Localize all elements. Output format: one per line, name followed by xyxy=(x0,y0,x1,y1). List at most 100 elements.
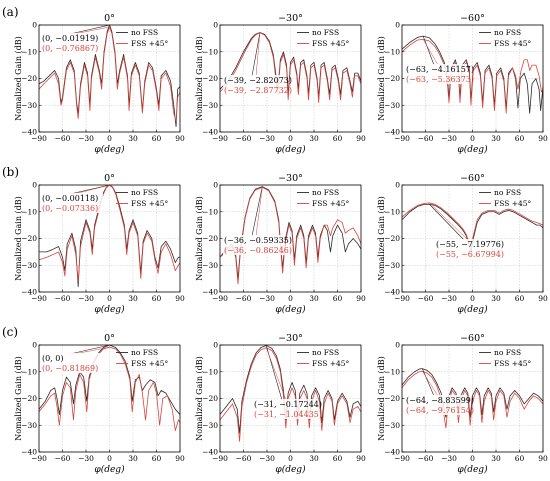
annotation-background xyxy=(41,33,103,53)
x-tick-label: 60 xyxy=(515,134,525,143)
annotation-pointer-fss xyxy=(255,187,263,237)
x-tick-label: 0 xyxy=(470,294,475,303)
y-tick-label: −40 xyxy=(384,288,400,297)
annotation-background xyxy=(223,75,285,95)
y-tick-label: 0 xyxy=(213,341,218,350)
y-tick-label: −20 xyxy=(384,74,400,83)
annotation-text-no-fss: (0, 0) xyxy=(42,354,64,363)
x-tick-label: −30 xyxy=(78,134,94,143)
legend-label-fss: FSS +45° xyxy=(131,199,169,208)
y-axis-label: Nomalized Gain (dB) xyxy=(14,196,23,281)
series-line-fss xyxy=(219,186,362,285)
x-tick-label: 90 xyxy=(175,454,185,463)
y-tick-label: −20 xyxy=(384,394,400,403)
legend-label-no-fss: no FSS xyxy=(494,28,521,37)
x-tick-label: −30 xyxy=(259,134,275,143)
y-axis-label: Nomalized Gain (dB) xyxy=(14,356,23,441)
annotation-text-fss: (−55, −6.67994) xyxy=(436,250,504,259)
y-tick-label: −40 xyxy=(384,128,400,137)
x-tick-label: 60 xyxy=(333,294,343,303)
x-tick-label: 90 xyxy=(175,134,185,143)
legend-label-no-fss: no FSS xyxy=(131,348,158,357)
legend-label-fss: FSS +45° xyxy=(312,359,350,368)
x-tick-label: 0 xyxy=(288,134,293,143)
y-tick-label: −10 xyxy=(21,207,37,216)
x-tick-label: 60 xyxy=(333,454,343,463)
series-line-no-fss xyxy=(401,203,544,253)
x-tick-label: 0 xyxy=(107,294,112,303)
y-tick-label: −30 xyxy=(21,421,37,430)
x-tick-label: −90 xyxy=(31,134,47,143)
y-tick-label: −10 xyxy=(21,367,37,376)
x-tick-label: 30 xyxy=(491,134,501,143)
chart-panel-b1: −90 −60 −30 0 30 60 90 0 −10 −20 −30 −40 0° φ(deg) Nom… xyxy=(14,173,185,315)
legend-label-no-fss: no FSS xyxy=(494,348,521,357)
annotation-pointer-fss xyxy=(73,346,110,355)
x-tick-label: −90 xyxy=(31,294,47,303)
legend-label-fss: FSS +45° xyxy=(494,39,532,48)
annotation-text-fss: (0, −0.81869) xyxy=(42,364,98,373)
x-axis-label: φ(deg) xyxy=(457,304,488,315)
panel-title: 0° xyxy=(104,173,115,184)
annotation-pointer-fss xyxy=(422,39,439,66)
annotation-text-no-fss: (−63, −4.16157) xyxy=(406,65,474,74)
x-tick-label: −60 xyxy=(55,294,71,303)
annotation-pointer xyxy=(69,24,110,35)
x-tick-label: 30 xyxy=(128,294,138,303)
series-line-no-fss xyxy=(38,344,181,415)
x-tick-label: −60 xyxy=(55,454,71,463)
y-tick-label: 0 xyxy=(395,181,400,190)
x-tick-label: 90 xyxy=(538,454,548,463)
annotation-background xyxy=(435,239,497,259)
row-label: (b) xyxy=(2,165,19,179)
y-tick-label: −40 xyxy=(202,128,218,137)
y-tick-label: −20 xyxy=(21,234,37,243)
x-tick-label: 0 xyxy=(107,454,112,463)
x-axis-label: φ(deg) xyxy=(275,144,306,155)
y-tick-label: 0 xyxy=(32,341,37,350)
chart-panel-a2: −90 −60 −30 0 30 60 90 0 −10 −20 −30 −40 −30° φ(deg) N… xyxy=(195,13,366,155)
y-tick-label: −10 xyxy=(202,47,218,56)
y-tick-label: −40 xyxy=(202,288,218,297)
y-axis-label: Nomalized Gain (dB) xyxy=(377,36,386,121)
series-line-no-fss xyxy=(401,368,544,418)
annotation-background xyxy=(223,235,285,255)
annotation-background xyxy=(253,399,315,419)
y-tick-label: −30 xyxy=(384,261,400,270)
y-tick-label: −20 xyxy=(202,74,218,83)
annotation-background xyxy=(405,64,467,84)
legend-label-fss: FSS +45° xyxy=(312,199,350,208)
x-tick-label: −60 xyxy=(418,454,434,463)
x-tick-label: 0 xyxy=(288,294,293,303)
annotation-text-fss: (−39, −2.87732) xyxy=(224,86,292,95)
annotation-pointer xyxy=(429,204,465,241)
panel-title: 0° xyxy=(104,333,115,344)
x-tick-label: 30 xyxy=(128,454,138,463)
panel-title: −30° xyxy=(278,333,303,344)
x-axis-label: φ(deg) xyxy=(457,464,488,475)
chart-panel-c1: −90 −60 −30 0 30 60 90 0 −10 −20 −30 −40 0° φ(deg) Nom… xyxy=(14,333,185,475)
y-tick-label: −30 xyxy=(21,261,37,270)
panel-title: 0° xyxy=(104,13,115,24)
legend-label-fss: FSS +45° xyxy=(312,39,350,48)
series-line-fss xyxy=(401,370,544,429)
legend-label-fss: FSS +45° xyxy=(131,39,169,48)
y-axis-label: Nomalized Gain (dB) xyxy=(195,356,204,441)
annotation-pointer xyxy=(251,186,263,237)
x-tick-label: 60 xyxy=(152,134,162,143)
y-tick-label: −40 xyxy=(384,448,400,457)
y-tick-label: −30 xyxy=(202,261,218,270)
x-tick-label: 60 xyxy=(515,294,525,303)
annotation-text-no-fss: (−36, −0.59335) xyxy=(224,236,292,245)
legend-label-no-fss: no FSS xyxy=(131,28,158,37)
x-tick-label: −90 xyxy=(394,454,410,463)
annotation-pointer-fss xyxy=(265,347,287,401)
annotation-pointer-fss xyxy=(73,184,110,195)
y-axis-label: Nomalized Gain (dB) xyxy=(14,36,23,121)
chart-panel-c3: −90 −60 −30 0 30 60 90 0 −10 −20 −30 −40 −60° φ(deg) N… xyxy=(377,333,548,475)
row-label: (a) xyxy=(2,5,19,19)
x-tick-label: 60 xyxy=(152,294,162,303)
x-tick-label: −90 xyxy=(212,454,228,463)
x-tick-label: −60 xyxy=(236,454,252,463)
x-tick-label: 30 xyxy=(309,454,319,463)
